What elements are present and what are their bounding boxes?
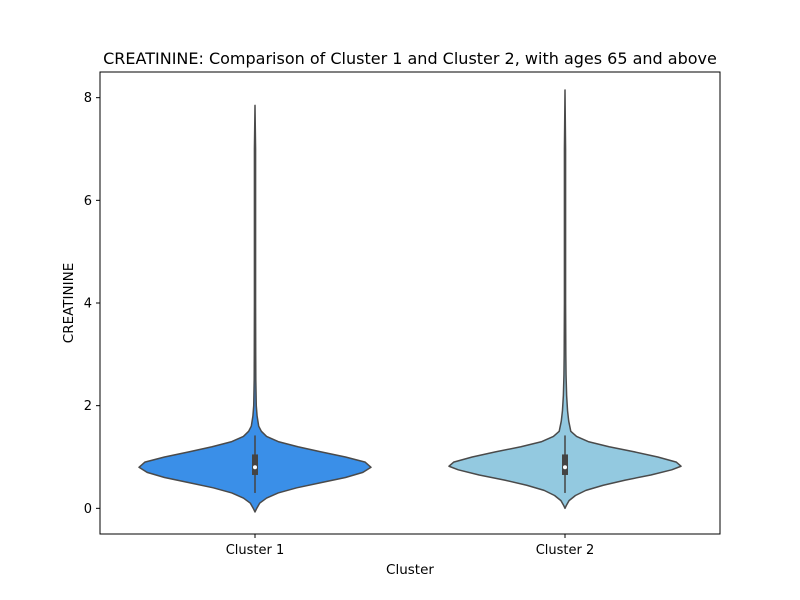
- x-tick-label: Cluster 1: [226, 543, 285, 558]
- violin-body-2: [448, 89, 682, 510]
- violin-median-1: [253, 465, 257, 470]
- violins-layer: [138, 89, 682, 513]
- x-axis: Cluster 1 Cluster 2: [226, 534, 595, 558]
- y-tick-label: 6: [84, 194, 92, 209]
- y-axis: 0 2 4 6 8: [84, 91, 100, 517]
- y-tick-label: 2: [84, 399, 92, 414]
- chart-title: CREATININE: Comparison of Cluster 1 and …: [103, 49, 717, 68]
- y-tick-label: 8: [84, 91, 92, 106]
- violin-body-1: [138, 104, 372, 513]
- y-tick-label: 0: [84, 502, 92, 517]
- violin-iqr-box-1: [252, 454, 258, 475]
- x-axis-label: Cluster: [386, 562, 434, 578]
- y-tick-label: 4: [84, 297, 92, 312]
- x-tick-label: Cluster 2: [536, 543, 595, 558]
- violin-median-2: [563, 465, 567, 470]
- violin-iqr-box-2: [562, 454, 568, 475]
- y-axis-label: CREATININE: [61, 263, 77, 343]
